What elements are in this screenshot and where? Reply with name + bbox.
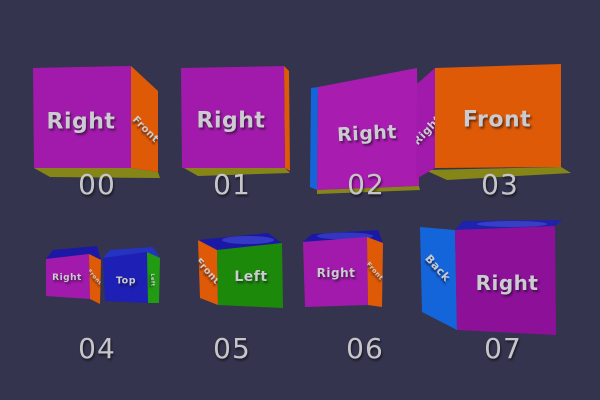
cube02-side-face — [310, 87, 318, 190]
cube07-side-face — [420, 227, 457, 330]
cube02-front-label: Right — [337, 121, 398, 146]
cube-item-00: Right Front — [33, 66, 160, 178]
cube05-front-face — [217, 243, 283, 308]
cube-item-06: Right Front — [303, 230, 383, 307]
cube03-side-face — [416, 68, 435, 179]
cube06-side-face — [367, 237, 383, 307]
cube03-bottom-face — [425, 167, 571, 180]
cube06-front-face — [303, 237, 368, 307]
cube00-side-face — [131, 66, 158, 172]
caption-07: 07 — [484, 332, 522, 365]
cube04a-front-face — [46, 254, 90, 299]
cube-item-03: Right Front — [416, 64, 571, 180]
cube04a-side-face — [89, 254, 101, 304]
cube01-bottom-face — [184, 168, 290, 176]
cube03-front-face — [435, 64, 561, 168]
cube04b-front-label: Top — [116, 275, 136, 286]
cube07-top-face — [455, 220, 562, 230]
caption-00: 00 — [78, 168, 116, 201]
cube04b-side-face — [147, 252, 160, 303]
cube04a-top-face — [46, 246, 101, 260]
caption-03: 03 — [481, 168, 519, 201]
cube07-top-highlight — [477, 221, 547, 227]
cube02-bottom-face — [317, 186, 420, 194]
cube07-front-label: Right — [476, 271, 539, 295]
cube-item-04: Right Front Top Left — [46, 246, 160, 304]
cube05-side-face — [198, 240, 218, 305]
cube01-front-label: Right — [197, 109, 266, 134]
cube-item-02: Right — [310, 68, 420, 194]
cube-item-07: Back Right — [420, 220, 562, 335]
cube01-side-face — [284, 66, 290, 171]
cube04-right-cube: Top Left — [103, 247, 160, 303]
caption-02: 02 — [347, 168, 385, 201]
cube07-front-face — [455, 226, 556, 335]
cube04-left-cube: Right Front — [46, 246, 101, 304]
caption-04: 04 — [78, 332, 116, 365]
cube00-bottom-face — [34, 168, 160, 178]
cube06-front-label: Right — [317, 266, 356, 280]
cube03-front-label: Front — [463, 108, 531, 133]
cube-item-05: Front Left — [198, 233, 283, 308]
cube04b-side-label: Left — [149, 273, 155, 286]
cube00-front-face — [33, 66, 131, 168]
cube04a-front-label: Right — [52, 273, 82, 283]
caption-05: 05 — [213, 332, 251, 365]
cube-item-01: Right — [181, 66, 290, 176]
caption-01: 01 — [213, 168, 251, 201]
cube00-front-label: Right — [47, 110, 116, 135]
cube04b-front-face — [103, 252, 148, 303]
cube04b-top-face — [103, 247, 160, 258]
cube02-front-face — [317, 68, 419, 190]
cube05-front-label: Left — [234, 269, 267, 285]
caption-06: 06 — [346, 332, 384, 365]
cube06-top-face — [303, 230, 383, 243]
cube05-top-face — [198, 233, 282, 250]
cube01-front-face — [181, 66, 285, 168]
cube05-top-highlight — [222, 236, 274, 244]
